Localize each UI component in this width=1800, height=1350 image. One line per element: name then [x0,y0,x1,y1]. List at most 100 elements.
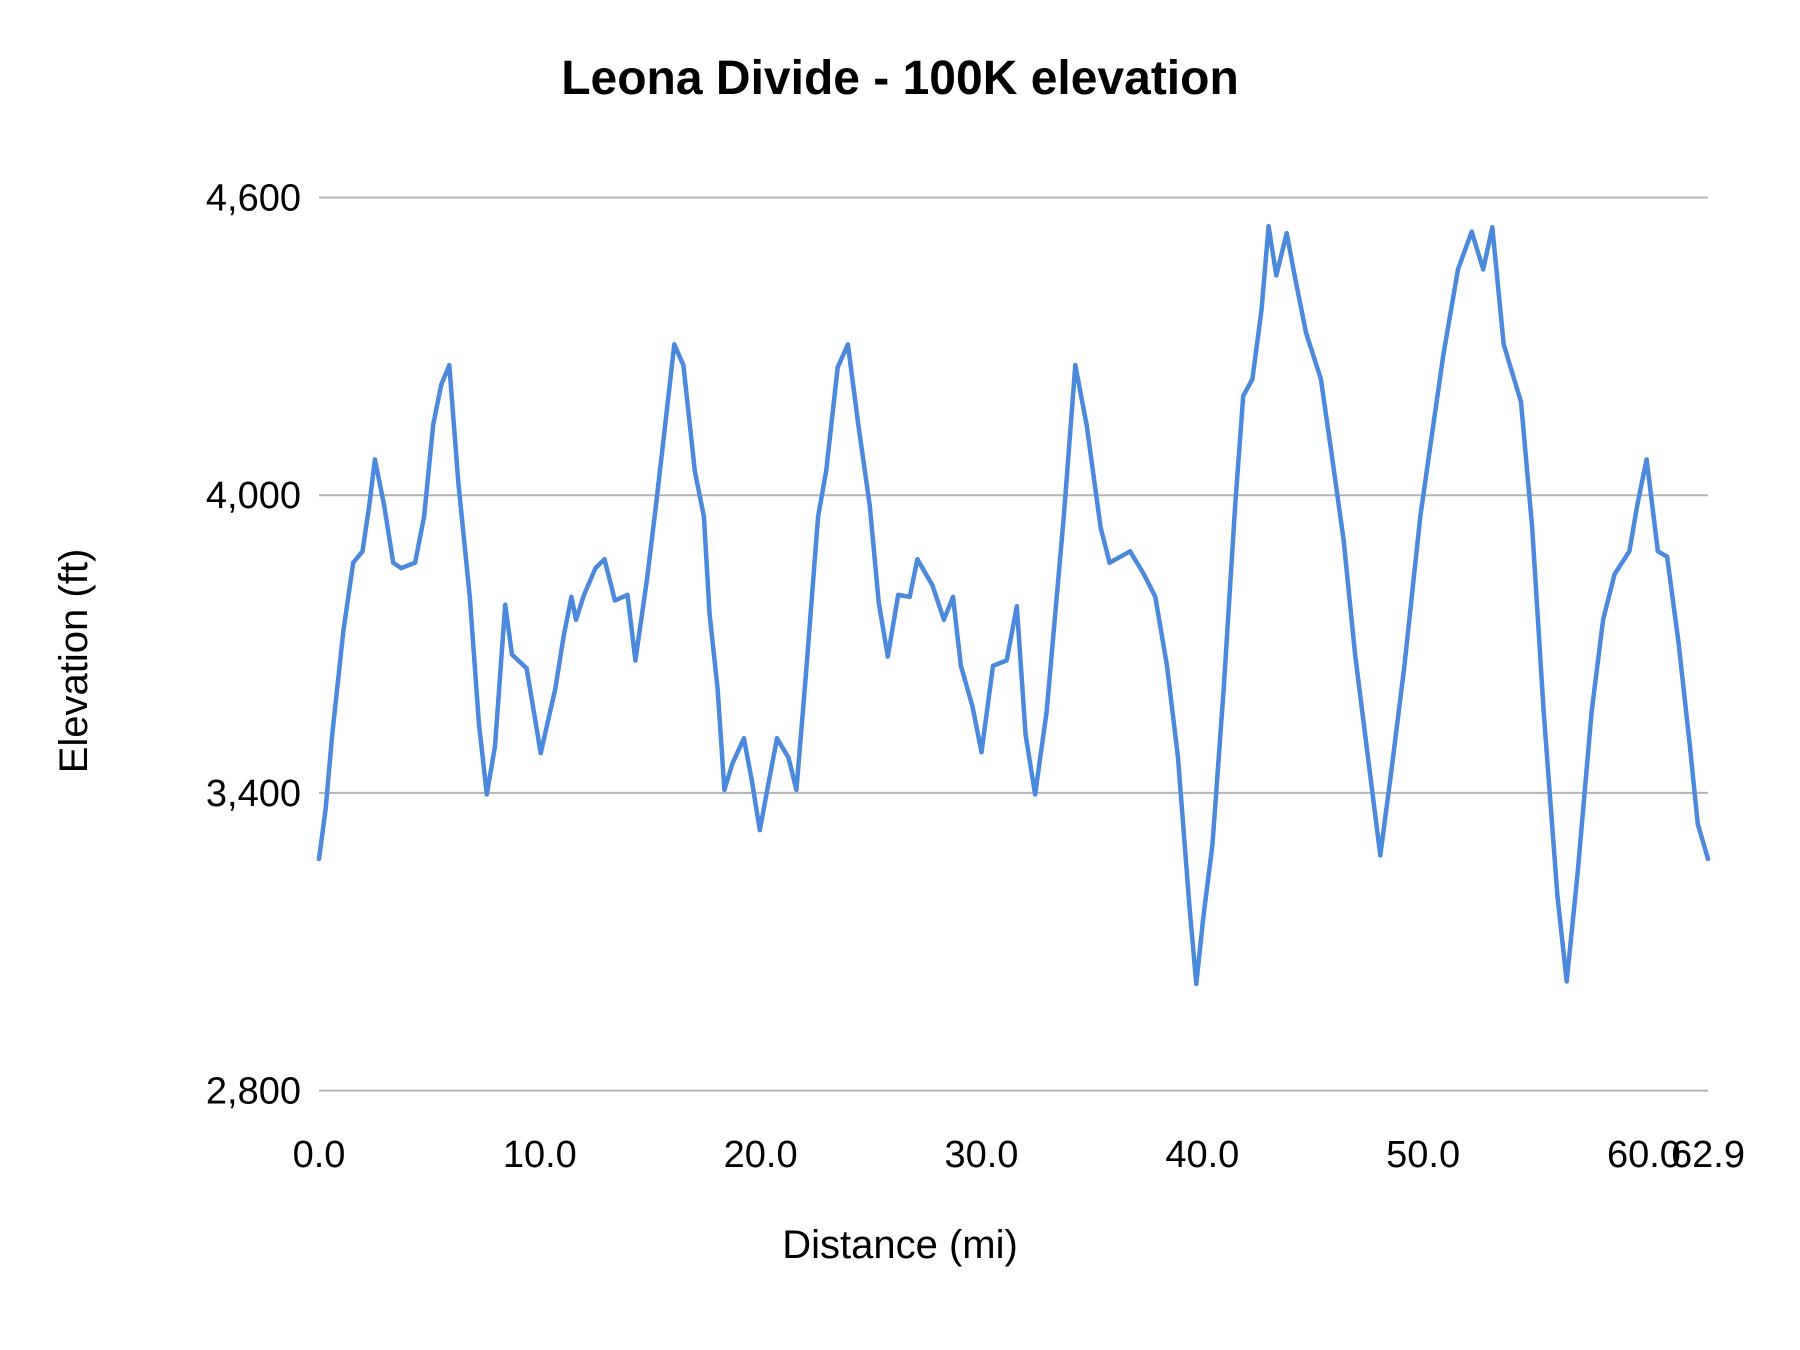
x-tick-labels: 0.0 10.0 20.0 30.0 40.0 50.0 60.062.9 [293,1134,1745,1176]
data-point [896,592,901,598]
data-point [1480,267,1486,272]
data-point [625,592,630,598]
data-point [941,617,947,622]
data-point [672,342,677,347]
data-point [421,514,427,519]
data-point [360,549,365,554]
data-point [1284,231,1289,236]
data-point [351,560,356,565]
data-point [502,602,508,608]
data-point [907,594,912,600]
chart-title: Leona Divide - 100K elevation [561,52,1239,105]
data-point [367,502,372,508]
data-point [492,744,498,749]
data-point [681,363,686,368]
data-point [1250,376,1255,382]
data-point [1303,330,1309,336]
data-point [1127,549,1133,554]
data-point [749,778,755,783]
data-point [1664,554,1670,559]
y-tick-label: 3,400 [206,773,301,815]
data-point [1318,376,1324,382]
data-point [803,675,808,680]
data-point [1655,549,1661,554]
data-point [1341,537,1346,543]
data-point [1555,893,1560,898]
data-point [1541,709,1546,715]
data-point [1352,652,1358,657]
y-axis-title: Elevation (ft) [52,549,96,774]
data-point [958,663,964,669]
y-tick-labels: 2,800 3,400 4,000 4,600 [206,178,301,1113]
data-point [1210,841,1215,847]
data-point [1259,307,1264,313]
data-point [1004,658,1009,663]
data-point [509,652,515,657]
data-point [538,751,543,756]
elevation-line [316,224,1711,987]
x-tick-label: 20.0 [724,1134,798,1176]
data-point [1627,549,1632,554]
data-point [990,663,996,669]
data-point [701,514,707,519]
data-point [715,686,720,691]
data-point [970,703,975,709]
data-point [1098,525,1103,531]
data-point [573,617,579,622]
data-point [531,709,537,715]
data-point [1418,514,1423,519]
data-point [1389,766,1394,772]
data-point [661,433,667,439]
data-point [323,807,328,812]
data-point [757,827,762,833]
data-point [633,658,638,663]
data-point [930,583,935,588]
data-point [1644,457,1649,462]
data-point [1564,979,1569,984]
data-point [1187,904,1192,910]
data-point [430,422,436,427]
data-point [1014,604,1020,609]
data-point [722,787,727,793]
x-tick-label: 10.0 [503,1134,577,1176]
data-point [330,732,335,738]
data-point [476,721,482,726]
y-tick-label: 4,600 [206,178,301,220]
y-tick-label: 2,800 [206,1071,301,1113]
data-point [730,761,735,766]
data-point [1530,525,1535,531]
data-point [692,468,698,474]
x-tick-label: 40.0 [1165,1134,1239,1176]
data-point [1635,502,1640,508]
data-point [824,468,829,474]
data-point [1107,560,1112,565]
data-point [1141,571,1146,577]
data-point [1501,342,1506,347]
data-point [1061,514,1067,519]
data-point [1023,732,1028,738]
data-point [316,856,322,862]
data-point [372,457,378,462]
data-point [815,514,821,519]
data-point [1695,821,1701,827]
data-point [644,577,650,583]
data-point [1084,422,1089,427]
data-point [1600,617,1606,622]
data-point [1044,709,1049,715]
data-point [484,792,490,797]
data-point [524,666,529,671]
data-point [561,634,566,640]
data-point [398,565,404,571]
data-point [1240,393,1246,399]
data-point [786,755,791,760]
data-point [1441,353,1446,358]
data-point [1378,853,1383,858]
data-point [1429,433,1434,439]
data-point [741,736,747,741]
data-point [581,592,587,598]
data-point [1032,792,1038,797]
data-point [653,502,659,508]
data-point [1687,744,1693,749]
data-point [456,480,461,485]
